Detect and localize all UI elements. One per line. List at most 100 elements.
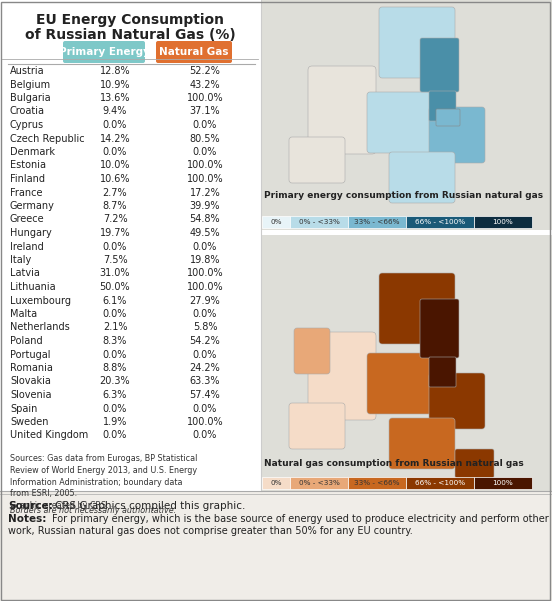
Text: 0.0%: 0.0% — [103, 350, 127, 359]
Text: CRS Graphics compiled this graphic.: CRS Graphics compiled this graphic. — [55, 501, 246, 511]
Text: 2.1%: 2.1% — [103, 323, 128, 332]
FancyBboxPatch shape — [308, 66, 376, 154]
Text: Primary energy consumption from Russian natural gas: Primary energy consumption from Russian … — [264, 191, 543, 200]
Text: 27.9%: 27.9% — [190, 296, 220, 305]
Bar — [262, 0, 552, 230]
Text: 57.4%: 57.4% — [190, 390, 220, 400]
Text: 8.3%: 8.3% — [103, 336, 127, 346]
Bar — [290, 477, 348, 489]
FancyBboxPatch shape — [389, 418, 455, 469]
Text: 0.0%: 0.0% — [103, 120, 127, 130]
Text: Malta: Malta — [10, 309, 37, 319]
Text: Primary Energy: Primary Energy — [59, 47, 150, 57]
Bar — [262, 216, 290, 228]
Text: Natural gas consumption from Russian natural gas: Natural gas consumption from Russian nat… — [264, 459, 524, 468]
Text: 10.0%: 10.0% — [100, 160, 130, 171]
Text: 100.0%: 100.0% — [187, 160, 224, 171]
Text: 33% - <66%: 33% - <66% — [354, 480, 400, 486]
Text: Germany: Germany — [10, 201, 55, 211]
FancyBboxPatch shape — [367, 353, 438, 414]
Text: Hungary: Hungary — [10, 228, 52, 238]
Text: 12.8%: 12.8% — [100, 66, 130, 76]
Text: work, Russian natural gas does not comprise greater than 50% for any EU country.: work, Russian natural gas does not compr… — [8, 526, 413, 536]
Text: 0.0%: 0.0% — [193, 147, 217, 157]
Text: 0% - <33%: 0% - <33% — [299, 480, 339, 486]
Text: 13.6%: 13.6% — [100, 93, 130, 103]
Text: 66% - <100%: 66% - <100% — [415, 219, 465, 225]
Text: Sources: Gas data from Eurogas, BP Statistical
Review of World Energy 2013, and : Sources: Gas data from Eurogas, BP Stati… — [10, 454, 198, 510]
Text: 19.7%: 19.7% — [100, 228, 130, 238]
Text: 0.0%: 0.0% — [103, 430, 127, 441]
Text: Estonia: Estonia — [10, 160, 46, 171]
Bar — [0, 0, 260, 56]
FancyBboxPatch shape — [455, 449, 494, 478]
Text: Bulgaria: Bulgaria — [10, 93, 51, 103]
Bar — [290, 216, 348, 228]
FancyBboxPatch shape — [420, 38, 459, 92]
Text: Ireland: Ireland — [10, 242, 44, 251]
Text: Greece: Greece — [10, 215, 45, 225]
Text: 0%: 0% — [270, 219, 282, 225]
Text: 100%: 100% — [492, 219, 513, 225]
FancyBboxPatch shape — [436, 109, 460, 126]
Text: 100.0%: 100.0% — [187, 174, 224, 184]
Text: For primary energy, which is the base source of energy used to produce electrici: For primary energy, which is the base so… — [52, 514, 549, 524]
FancyBboxPatch shape — [289, 137, 345, 183]
Bar — [262, 477, 290, 489]
Text: 50.0%: 50.0% — [100, 282, 130, 292]
Text: 5.8%: 5.8% — [193, 323, 217, 332]
FancyBboxPatch shape — [367, 92, 438, 153]
Text: Natural Gas: Natural Gas — [159, 47, 229, 57]
FancyBboxPatch shape — [429, 373, 485, 429]
Text: Finland: Finland — [10, 174, 45, 184]
Text: 43.2%: 43.2% — [190, 79, 220, 90]
Text: United Kingdom: United Kingdom — [10, 430, 88, 441]
FancyBboxPatch shape — [389, 152, 455, 203]
Text: 20.3%: 20.3% — [100, 376, 130, 386]
Text: 100.0%: 100.0% — [187, 269, 224, 278]
Text: Poland: Poland — [10, 336, 43, 346]
Text: Portugal: Portugal — [10, 350, 50, 359]
Bar — [406, 216, 474, 228]
Text: 0.0%: 0.0% — [193, 242, 217, 251]
Text: Luxembourg: Luxembourg — [10, 296, 71, 305]
Text: 100.0%: 100.0% — [187, 93, 224, 103]
FancyBboxPatch shape — [63, 41, 145, 63]
Text: 0.0%: 0.0% — [193, 350, 217, 359]
Text: Lithuania: Lithuania — [10, 282, 56, 292]
Text: Cyprus: Cyprus — [10, 120, 44, 130]
Text: Borders are not necessarily authoritative.: Borders are not necessarily authoritativ… — [10, 506, 176, 515]
Text: 100%: 100% — [492, 480, 513, 486]
FancyBboxPatch shape — [379, 7, 455, 78]
Text: 10.9%: 10.9% — [100, 79, 130, 90]
Text: 9.4%: 9.4% — [103, 106, 127, 117]
Text: 0.0%: 0.0% — [103, 403, 127, 413]
Text: 8.7%: 8.7% — [103, 201, 128, 211]
FancyBboxPatch shape — [294, 328, 330, 374]
Bar — [406, 477, 474, 489]
Text: 31.0%: 31.0% — [100, 269, 130, 278]
Text: 2.7%: 2.7% — [103, 188, 128, 198]
Bar — [348, 216, 406, 228]
Text: Romania: Romania — [10, 363, 53, 373]
Text: 100.0%: 100.0% — [187, 282, 224, 292]
Text: Slovenia: Slovenia — [10, 390, 51, 400]
Text: 0.0%: 0.0% — [193, 430, 217, 441]
Text: 7.2%: 7.2% — [103, 215, 128, 225]
Text: 24.2%: 24.2% — [190, 363, 220, 373]
Text: Italy: Italy — [10, 255, 31, 265]
Bar — [262, 235, 552, 491]
Text: Netherlands: Netherlands — [10, 323, 70, 332]
Text: Sweden: Sweden — [10, 417, 49, 427]
Text: 100.0%: 100.0% — [187, 417, 224, 427]
FancyBboxPatch shape — [379, 273, 455, 344]
Text: 0.0%: 0.0% — [193, 403, 217, 413]
Bar — [0, 0, 552, 491]
Text: 14.2%: 14.2% — [100, 133, 130, 144]
FancyBboxPatch shape — [289, 403, 345, 449]
Text: 0% - <33%: 0% - <33% — [299, 219, 339, 225]
Text: 39.9%: 39.9% — [190, 201, 220, 211]
Text: Denmark: Denmark — [10, 147, 55, 157]
Text: 7.5%: 7.5% — [103, 255, 128, 265]
Text: 8.8%: 8.8% — [103, 363, 127, 373]
